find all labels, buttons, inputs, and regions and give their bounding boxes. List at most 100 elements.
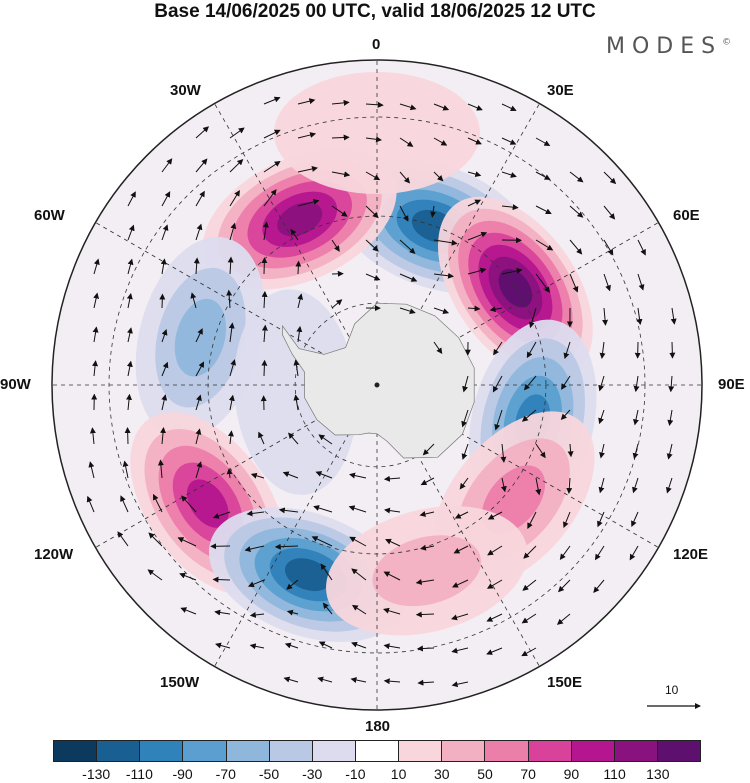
meridian-line <box>214 103 378 386</box>
wind-arrow <box>161 361 169 377</box>
wind-arrow <box>214 609 231 616</box>
wind-arrow <box>147 569 163 581</box>
colorbar-tick-label: 10 <box>390 766 407 782</box>
wind-arrow <box>349 472 367 479</box>
wind-arrow <box>229 222 237 241</box>
wind-arrow <box>161 191 171 207</box>
wind-arrow <box>420 477 435 486</box>
wind-arrow <box>487 545 503 556</box>
colorbar <box>53 740 701 762</box>
colorbar-tick-label: 50 <box>477 766 493 782</box>
wind-arrow <box>599 443 605 459</box>
wind-arrow <box>365 171 381 181</box>
colorbar-tick-label: -70 <box>215 766 236 782</box>
colorbar-swatch <box>226 741 270 761</box>
wind-arrow <box>286 579 299 590</box>
longitude-label-90w: 90W <box>0 376 31 393</box>
wind-arrow <box>195 126 210 139</box>
wind-arrow <box>459 477 469 490</box>
wind-arrow <box>385 538 401 547</box>
wind-arrow <box>286 609 299 616</box>
wind-arrow <box>462 375 469 393</box>
map-title: Base 14/06/2025 00 UTC, valid 18/06/2025… <box>154 1 596 22</box>
wind-arrow <box>274 543 299 550</box>
wind-arrow <box>320 563 333 581</box>
wind-arrow <box>467 199 482 207</box>
wind-arrow <box>365 101 384 108</box>
wind-arrow <box>433 103 450 111</box>
wind-arrow <box>603 171 617 185</box>
wind-arrow <box>120 495 129 513</box>
wind-arrow <box>195 361 205 377</box>
wind-arrow <box>193 257 200 275</box>
contour-band <box>498 268 533 308</box>
wind-arrow <box>348 505 367 513</box>
wind-arrow <box>399 239 416 254</box>
wind-arrow <box>526 341 537 359</box>
wind-arrow <box>399 307 416 315</box>
wind-arrow <box>212 576 231 583</box>
wind-arrow <box>127 224 135 241</box>
wind-arrow <box>126 360 133 377</box>
wind-arrow <box>528 307 537 329</box>
wind-arrow <box>501 137 517 145</box>
wind-arrow <box>535 239 554 251</box>
wind-arrow <box>467 103 483 111</box>
wind-arrow <box>195 190 205 207</box>
south-pole-marker <box>374 382 380 388</box>
colorbar-tick-label: 110 <box>603 766 626 782</box>
colorbar-tick-label: 130 <box>646 766 670 782</box>
wind-arrow <box>451 647 469 654</box>
wind-arrow <box>433 341 443 355</box>
meridian-line <box>376 384 659 548</box>
wind-arrow <box>668 375 675 393</box>
wind-arrow <box>383 607 401 615</box>
wind-arrow <box>261 359 268 377</box>
wind-arrow <box>602 307 609 326</box>
wind-arrow <box>226 289 233 309</box>
wind-arrow <box>195 394 202 411</box>
wind-arrow <box>603 205 616 220</box>
wind-arrow <box>249 611 265 618</box>
wind-arrow <box>501 103 517 112</box>
wind-arrow <box>351 568 367 581</box>
wind-arrow <box>521 613 537 624</box>
anomaly-weak-high-0 <box>274 71 480 194</box>
wind-arrow <box>383 678 401 685</box>
wind-arrow <box>297 166 318 173</box>
wind-arrow <box>433 137 448 146</box>
wind-arrow <box>461 443 469 460</box>
wind-arrow <box>227 256 234 275</box>
wind-arrow <box>451 681 469 688</box>
wind-arrow <box>632 477 639 494</box>
wind-arrow <box>535 443 546 459</box>
reference-vector-label: 10 <box>665 683 679 697</box>
colorbar-swatch <box>269 741 313 761</box>
wind-arrow <box>317 676 333 683</box>
longitude-label-150w: 150W <box>160 674 200 691</box>
antarctica-outline <box>282 302 475 459</box>
wind-arrow <box>433 307 450 315</box>
graticule <box>52 60 702 710</box>
wind-arrow <box>249 643 265 650</box>
wind-arrow <box>670 307 677 325</box>
wind-arrow <box>451 613 469 621</box>
wind-arrow <box>127 191 136 207</box>
meridian-line <box>376 222 659 386</box>
wind-arrow <box>560 409 571 421</box>
wind-arrow <box>492 375 503 393</box>
wind-arrow <box>454 511 469 519</box>
longitude-label-30w: 30W <box>170 82 201 99</box>
wind-arrow <box>594 545 605 561</box>
wind-arrow <box>569 273 579 293</box>
longitude-label-30e: 30E <box>547 82 574 99</box>
meridian-line <box>95 384 378 548</box>
contour-band <box>174 298 227 377</box>
longitude-label-120e: 120E <box>673 546 709 563</box>
wind-arrow <box>556 613 571 625</box>
longitude-label-180: 180 <box>365 718 391 735</box>
wind-arrow <box>318 434 333 445</box>
wind-arrow <box>322 602 333 615</box>
wind-arrow <box>161 158 173 173</box>
wind-arrow <box>593 579 605 593</box>
